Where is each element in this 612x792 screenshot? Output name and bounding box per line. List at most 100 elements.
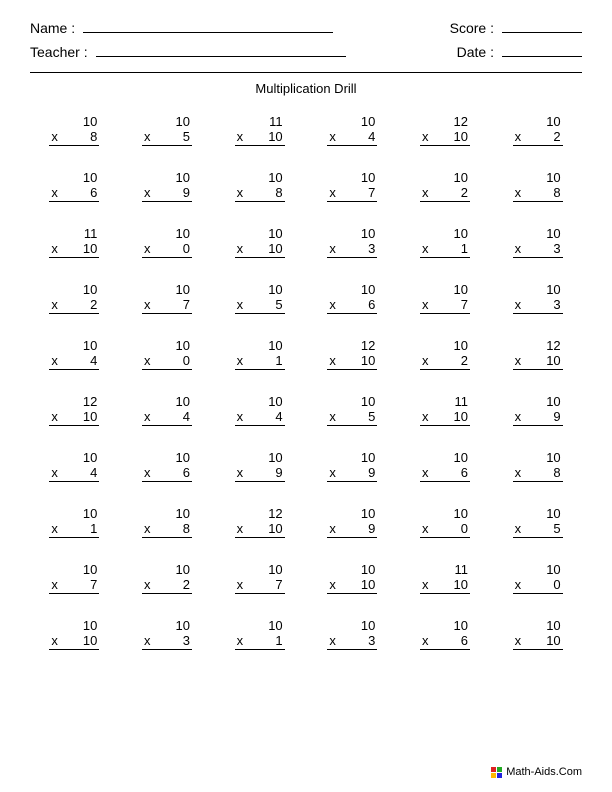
operator: x	[142, 409, 151, 424]
multiplier: 10	[546, 633, 560, 648]
operator: x	[327, 241, 336, 256]
problem: 12x10	[420, 114, 470, 146]
multiplier: 1	[461, 241, 468, 256]
problem: 10x9	[327, 506, 377, 538]
problem: 10x9	[513, 394, 563, 426]
multiplicand: 10	[420, 618, 470, 633]
operator: x	[142, 465, 151, 480]
multiplier-row: x1	[49, 521, 99, 538]
header-divider	[30, 72, 582, 73]
multiplicand: 10	[327, 506, 377, 521]
problem: 10x3	[142, 618, 192, 650]
multiplicand: 10	[513, 450, 563, 465]
multiplier-row: x10	[513, 353, 563, 370]
multiplicand: 11	[235, 114, 285, 129]
multiplier-row: x0	[142, 241, 192, 258]
multiplicand: 10	[513, 226, 563, 241]
multiplier-row: x10	[49, 241, 99, 258]
multiplicand: 10	[49, 338, 99, 353]
name-line	[83, 32, 333, 33]
multiplicand: 11	[420, 562, 470, 577]
problem: 10x1	[235, 338, 285, 370]
operator: x	[49, 241, 58, 256]
multiplier-row: x6	[327, 297, 377, 314]
problem: 10x1	[235, 618, 285, 650]
multiplicand: 10	[327, 618, 377, 633]
multiplier: 10	[454, 409, 468, 424]
problem: 10x2	[420, 170, 470, 202]
multiplier-row: x9	[327, 465, 377, 482]
problem: 10x6	[420, 450, 470, 482]
multiplier-row: x1	[235, 633, 285, 650]
problem: 10x2	[513, 114, 563, 146]
multiplicand: 10	[235, 394, 285, 409]
operator: x	[327, 409, 336, 424]
multiplicand: 11	[420, 394, 470, 409]
problem: 10x8	[49, 114, 99, 146]
problem: 10x2	[420, 338, 470, 370]
multiplicand: 10	[49, 506, 99, 521]
problem: 10x3	[327, 618, 377, 650]
multiplicand: 10	[235, 618, 285, 633]
multiplier: 2	[461, 185, 468, 200]
problem: 10x10	[327, 562, 377, 594]
operator: x	[420, 577, 429, 592]
problem: 10x7	[142, 282, 192, 314]
multiplier-row: x1	[420, 241, 470, 258]
multiplier: 5	[275, 297, 282, 312]
multiplicand: 10	[513, 282, 563, 297]
multiplicand: 10	[327, 450, 377, 465]
operator: x	[513, 353, 522, 368]
multiplier: 9	[183, 185, 190, 200]
multiplier-row: x7	[235, 577, 285, 594]
problem: 10x4	[142, 394, 192, 426]
footer-text: Math-Aids.Com	[506, 766, 582, 778]
multiplier-row: x3	[513, 297, 563, 314]
multiplier: 5	[183, 129, 190, 144]
multiplicand: 10	[142, 226, 192, 241]
problem: 10x6	[142, 450, 192, 482]
multiplicand: 10	[513, 170, 563, 185]
operator: x	[49, 521, 58, 536]
multiplier: 7	[368, 185, 375, 200]
problem: 10x5	[513, 506, 563, 538]
multiplicand: 10	[235, 450, 285, 465]
operator: x	[49, 129, 58, 144]
operator: x	[49, 577, 58, 592]
multiplicand: 10	[420, 226, 470, 241]
multiplier-row: x8	[49, 129, 99, 146]
multiplier: 10	[361, 577, 375, 592]
problem: 10x5	[142, 114, 192, 146]
multiplier: 0	[183, 353, 190, 368]
multiplicand: 10	[513, 394, 563, 409]
multiplier-row: x9	[513, 409, 563, 426]
problem: 10x0	[142, 226, 192, 258]
multiplier-row: x7	[420, 297, 470, 314]
multiplier-row: x4	[142, 409, 192, 426]
problem: 10x9	[235, 450, 285, 482]
operator: x	[513, 521, 522, 536]
multiplier: 7	[183, 297, 190, 312]
multiplier: 8	[275, 185, 282, 200]
multiplicand: 10	[420, 506, 470, 521]
multiplier-row: x8	[142, 521, 192, 538]
multiplicand: 10	[49, 450, 99, 465]
score-line	[502, 32, 582, 33]
multiplicand: 10	[420, 282, 470, 297]
multiplicand: 10	[49, 562, 99, 577]
multiplier-row: x6	[420, 633, 470, 650]
multiplier-row: x0	[513, 577, 563, 594]
multiplier: 2	[90, 297, 97, 312]
multiplicand: 10	[327, 170, 377, 185]
multiplier: 1	[90, 521, 97, 536]
multiplicand: 10	[513, 562, 563, 577]
multiplier: 1	[275, 633, 282, 648]
multiplier: 5	[553, 521, 560, 536]
multiplier-row: x10	[420, 409, 470, 426]
multiplier-row: x6	[420, 465, 470, 482]
problem: 10x8	[235, 170, 285, 202]
multiplier: 3	[368, 633, 375, 648]
multiplier: 10	[83, 409, 97, 424]
multiplicand: 10	[49, 170, 99, 185]
operator: x	[142, 633, 151, 648]
